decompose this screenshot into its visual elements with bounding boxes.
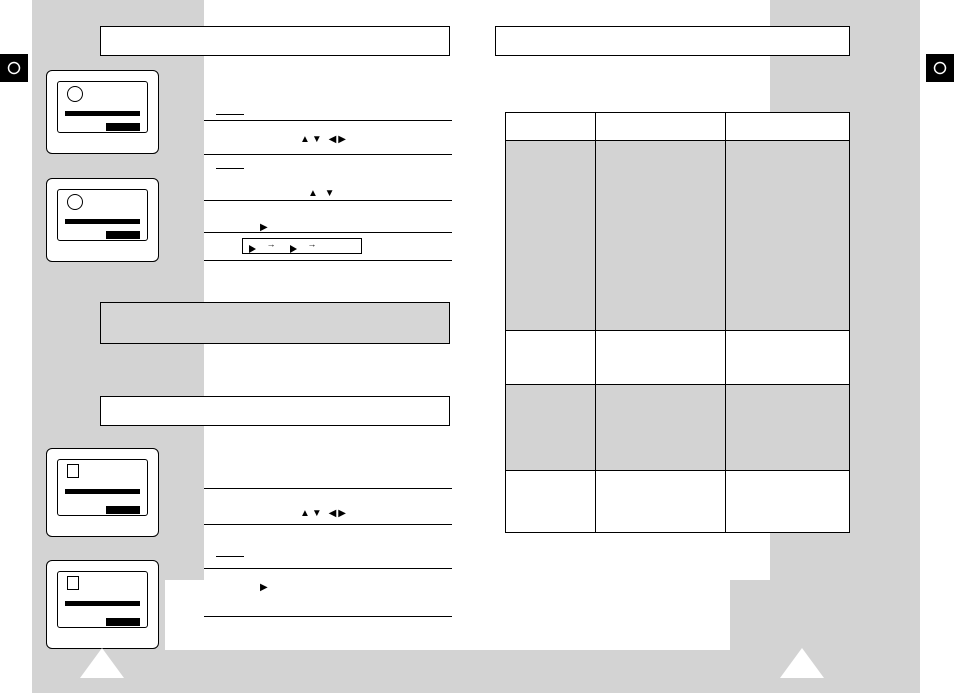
divider — [204, 616, 452, 617]
table-cell — [506, 141, 596, 331]
table-cell — [596, 385, 726, 471]
short-underline — [216, 556, 244, 557]
table-cell — [726, 471, 850, 533]
nav-glyphs: ▲▼ ◀▶ — [300, 508, 348, 519]
table-row — [506, 385, 850, 471]
lookup-table — [505, 112, 850, 533]
table-cell — [726, 331, 850, 385]
tv-screen — [46, 448, 159, 537]
arrow-right-icon — [249, 245, 256, 253]
tv-screen — [46, 560, 159, 649]
table-cell — [596, 331, 726, 385]
face-icon — [67, 194, 83, 210]
table-cell — [506, 113, 596, 141]
page-icon — [67, 464, 79, 478]
circle-icon — [6, 60, 22, 76]
divider — [204, 568, 452, 569]
play-glyph: ▶ — [260, 582, 270, 593]
divider — [204, 260, 452, 261]
table-header-row — [506, 113, 850, 141]
table-cell — [596, 471, 726, 533]
foot-strip — [106, 618, 140, 626]
divider — [204, 232, 452, 233]
page-icon — [67, 576, 79, 590]
table-row — [506, 331, 850, 385]
black-strip — [65, 219, 140, 224]
side-tab-left — [0, 54, 28, 82]
foot-strip — [106, 123, 140, 131]
arrow-right-icon — [290, 245, 297, 253]
face-icon — [67, 86, 83, 102]
table-cell — [726, 385, 850, 471]
tv-screen — [46, 70, 159, 154]
divider — [204, 120, 452, 121]
screen-thumb-3 — [40, 440, 165, 545]
table-row — [506, 141, 850, 331]
play-glyph: ▶ — [260, 222, 270, 233]
divider — [204, 200, 452, 201]
table-cell — [596, 113, 726, 141]
table-row — [506, 471, 850, 533]
screen-thumb-1 — [40, 62, 165, 162]
tv-screen — [46, 178, 159, 262]
page: ▲▼ ◀▶ ▲ ▼ ▶ → → ▲▼ ◀▶ ▶ — [0, 0, 954, 693]
table-cell — [726, 113, 850, 141]
foot-strip — [106, 231, 140, 239]
divider — [204, 524, 452, 525]
black-strip — [65, 111, 140, 116]
circle-icon — [932, 60, 948, 76]
divider — [204, 154, 452, 155]
screen-thumb-2 — [40, 170, 165, 270]
black-strip — [65, 489, 140, 494]
table-cell — [596, 141, 726, 331]
cycle-arrow-box: → → — [242, 238, 362, 254]
arrow-right-icon: → — [266, 239, 275, 249]
bg-notch — [155, 580, 730, 650]
triangle-up-icon — [80, 648, 124, 678]
section-header-box-1 — [100, 26, 450, 56]
short-underline — [216, 114, 244, 115]
table-cell — [506, 471, 596, 533]
foot-strip — [106, 506, 140, 514]
divider — [204, 488, 452, 489]
table-cell — [726, 141, 850, 331]
section-header-box-3 — [100, 396, 450, 426]
screen-thumb-4 — [40, 552, 165, 657]
short-underline — [216, 168, 244, 169]
side-tab-right — [926, 54, 954, 82]
table-cell — [506, 331, 596, 385]
table-cell — [506, 385, 596, 471]
section-header-box-2 — [495, 26, 850, 56]
nav-glyphs: ▲ ▼ — [308, 188, 337, 199]
nav-glyphs: ▲▼ ◀▶ — [300, 134, 348, 145]
section-header-grey — [100, 302, 450, 344]
black-strip — [65, 601, 140, 606]
arrow-right-icon: → — [307, 239, 316, 249]
triangle-up-icon — [780, 648, 824, 678]
